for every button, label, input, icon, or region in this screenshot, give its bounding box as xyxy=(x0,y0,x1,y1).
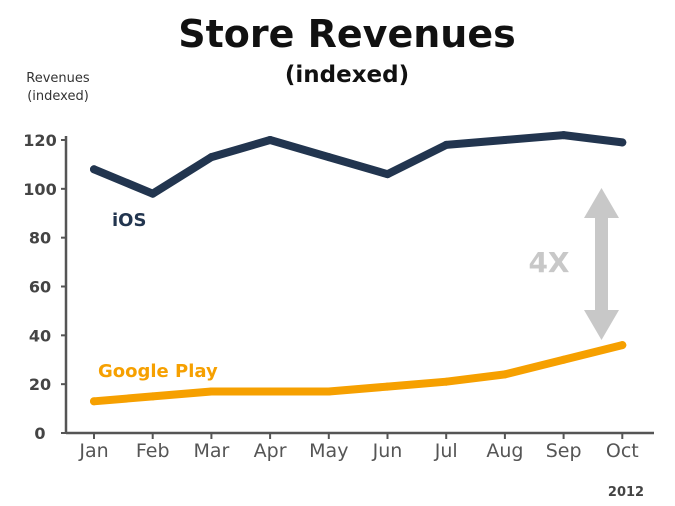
annotation-4x: 4X xyxy=(528,246,569,279)
arrow-shaft xyxy=(595,214,608,314)
data-point xyxy=(383,170,392,179)
chart-title: Store Revenues xyxy=(178,12,515,56)
x-tick-label: Sep xyxy=(546,440,582,462)
x-tick-label: Jan xyxy=(78,440,108,462)
data-point xyxy=(207,153,216,162)
data-point xyxy=(266,136,275,144)
y-tick-label: 20 xyxy=(29,375,51,394)
y-tick-label: 100 xyxy=(23,180,56,199)
data-point xyxy=(90,397,98,406)
y-axis: 0 20 40 60 80 100 120 xyxy=(23,131,68,443)
data-point xyxy=(266,387,275,396)
series-label-google-play: Google Play xyxy=(98,361,218,382)
x-tick-label: Jul xyxy=(434,440,458,462)
y-tick-label: 120 xyxy=(23,131,56,150)
y-axis-label-line1: Revenues xyxy=(26,71,90,86)
data-point xyxy=(442,377,451,386)
series-layer xyxy=(90,131,627,406)
data-point xyxy=(207,387,216,396)
data-point xyxy=(500,136,509,144)
data-point xyxy=(559,355,568,364)
data-point xyxy=(90,165,98,174)
data-point xyxy=(442,140,451,149)
data-point xyxy=(383,382,392,391)
arrow-head-down xyxy=(584,310,619,340)
x-tick-label: Oct xyxy=(606,440,639,462)
chart-subtitle: (indexed) xyxy=(285,62,409,88)
x-tick-label: Jun xyxy=(372,440,403,462)
data-point xyxy=(324,153,333,162)
x-tick-label: Feb xyxy=(136,440,170,462)
series-line-google-play xyxy=(90,341,627,406)
x-tick-label: Mar xyxy=(193,440,229,462)
footer-year: 2012 xyxy=(608,485,644,500)
x-tick-label: Aug xyxy=(486,440,523,462)
series-line-ios xyxy=(90,131,627,198)
y-tick-label: 40 xyxy=(29,326,51,345)
x-axis: Jan Feb Mar Apr May Jun Jul Aug Sep Oct xyxy=(66,431,654,462)
series-label-ios: iOS xyxy=(112,210,146,231)
y-axis-label-line2: (indexed) xyxy=(27,89,89,104)
data-point xyxy=(618,341,627,350)
data-point xyxy=(559,131,568,140)
x-tick-label: Apr xyxy=(254,440,287,462)
data-point xyxy=(148,392,157,401)
data-point xyxy=(148,189,157,198)
y-tick-label: 60 xyxy=(29,278,51,297)
y-tick-label: 80 xyxy=(29,229,51,248)
data-point xyxy=(618,138,627,147)
data-point xyxy=(324,387,333,396)
data-point xyxy=(500,370,509,379)
y-tick-label: 0 xyxy=(34,424,45,443)
four-x-arrow-icon xyxy=(584,188,619,340)
x-tick-label: May xyxy=(309,440,348,462)
arrow-head-up xyxy=(584,188,619,218)
